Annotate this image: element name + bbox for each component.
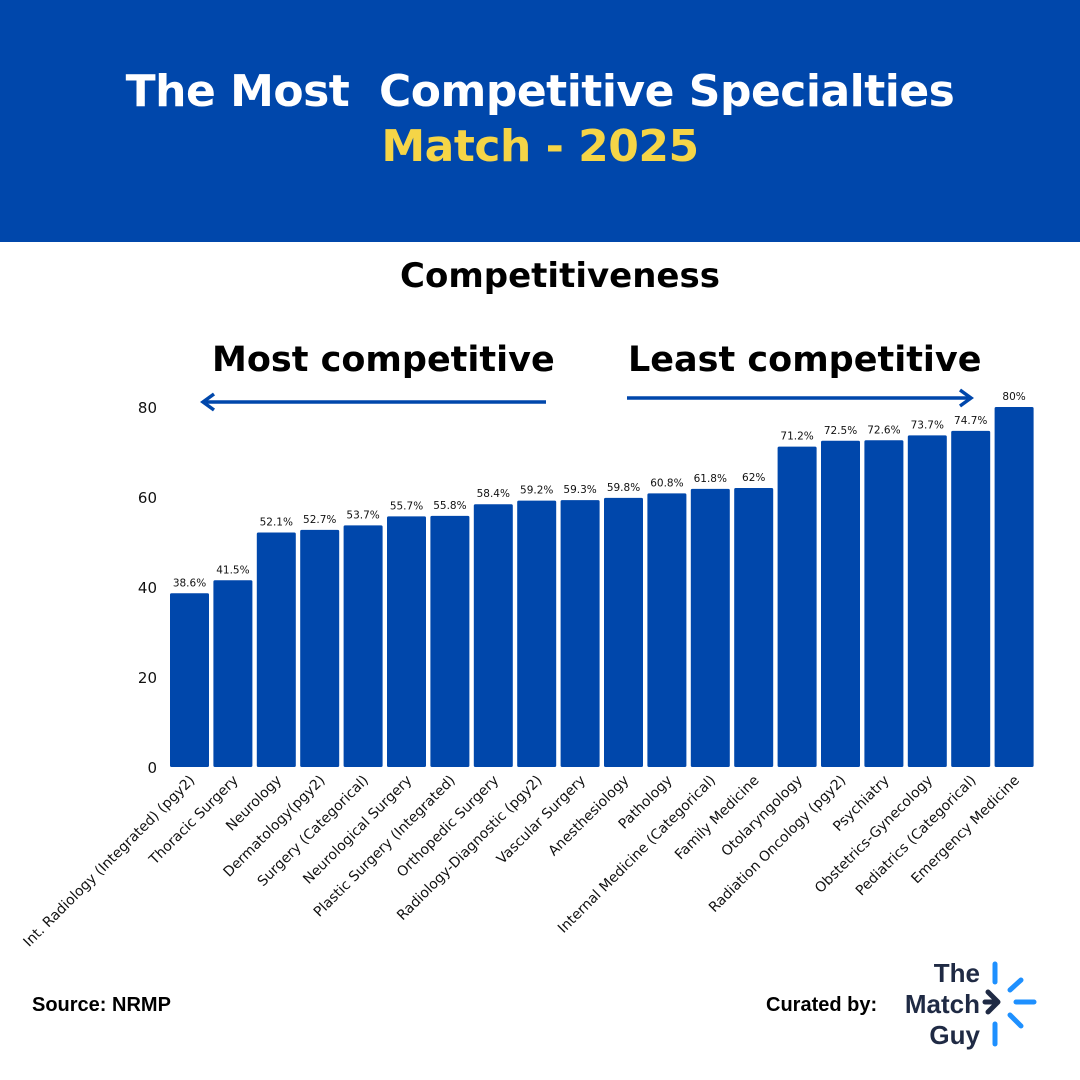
bar	[907, 435, 947, 767]
data-label: 53.7%	[346, 509, 379, 521]
direction-arrows	[200, 388, 974, 412]
curated-by-label: Curated by:	[766, 994, 878, 1016]
bar	[734, 488, 774, 767]
data-label: 59.8%	[607, 482, 640, 494]
logo-text: The Match Guy	[900, 958, 980, 1051]
bar	[560, 500, 600, 767]
logo-line: Guy	[929, 1020, 980, 1050]
data-label: 73.7%	[911, 419, 944, 431]
category-label: Int. Radiology (Integrated) (pgy2)	[21, 773, 199, 951]
left-arrow-head	[200, 392, 216, 412]
logo-line: The	[933, 958, 980, 988]
page-title: The Most Competitive Specialties	[125, 66, 955, 117]
right-arrow-head	[958, 388, 974, 408]
data-label: 52.7%	[303, 514, 336, 526]
data-label: 59.3%	[563, 484, 596, 496]
data-label: 59.2%	[520, 485, 553, 497]
data-label: 61.8%	[694, 473, 727, 485]
data-label: 38.6%	[173, 577, 206, 589]
bar	[864, 440, 904, 767]
data-label: 41.5%	[216, 564, 249, 576]
bar	[951, 430, 991, 767]
chart-title: Competitiveness	[400, 256, 720, 296]
source-label: Source: NRMP	[32, 994, 171, 1016]
data-label: 55.7%	[390, 500, 423, 512]
data-label: 58.4%	[477, 488, 510, 500]
bar	[821, 440, 860, 767]
bar	[994, 407, 1034, 767]
bars-group	[170, 407, 1034, 767]
bar	[170, 593, 209, 767]
least-competitive-label: Least competitive	[628, 340, 982, 380]
most-competitive-label: Most competitive	[212, 340, 555, 380]
data-label: 72.6%	[867, 424, 900, 436]
data-labels-group: 38.6% 41.5% 52.1% 52.7% 53.7% 55.7% 55.8% 58.4%…	[173, 391, 1026, 589]
bar	[256, 532, 296, 767]
logo-ray	[1007, 977, 1024, 993]
data-label: 60.8%	[650, 477, 683, 489]
category-labels-group: Int. Radiology (Integrated) (pgy2)Thorac…	[21, 773, 1023, 951]
logo-line: Match	[904, 989, 980, 1019]
data-label: 80%	[1002, 391, 1025, 403]
data-label: 55.8%	[433, 500, 466, 512]
bar	[300, 529, 340, 767]
bar	[517, 500, 557, 767]
page-subtitle: Match - 2025	[381, 121, 699, 172]
y-tick-label: 80	[138, 399, 157, 417]
logo-ray	[1007, 1012, 1024, 1029]
category-label: Anesthesiology	[546, 773, 633, 860]
data-label: 71.2%	[780, 431, 813, 443]
bar	[777, 446, 817, 767]
header-banner	[0, 0, 1080, 242]
bar	[343, 525, 383, 767]
data-label: 72.5%	[824, 425, 857, 437]
y-axis-ticks: 0 20 40 60 80	[138, 399, 157, 777]
category-label: Otolaryngology	[719, 773, 806, 860]
data-label: 74.7%	[954, 415, 987, 427]
y-tick-label: 40	[138, 579, 157, 597]
y-tick-label: 60	[138, 489, 157, 507]
logo-mark	[982, 961, 1037, 1047]
bar	[690, 488, 730, 767]
y-tick-label: 0	[147, 759, 157, 777]
bar	[213, 580, 253, 767]
y-tick-label: 20	[138, 669, 157, 687]
bar	[387, 516, 426, 767]
data-label: 62%	[742, 472, 765, 484]
bar	[473, 504, 513, 767]
category-label: Internal Medicine (Categorical)	[555, 773, 719, 937]
bar	[604, 497, 643, 767]
bar	[430, 515, 470, 767]
bar	[647, 493, 687, 767]
data-label: 52.1%	[260, 517, 293, 529]
